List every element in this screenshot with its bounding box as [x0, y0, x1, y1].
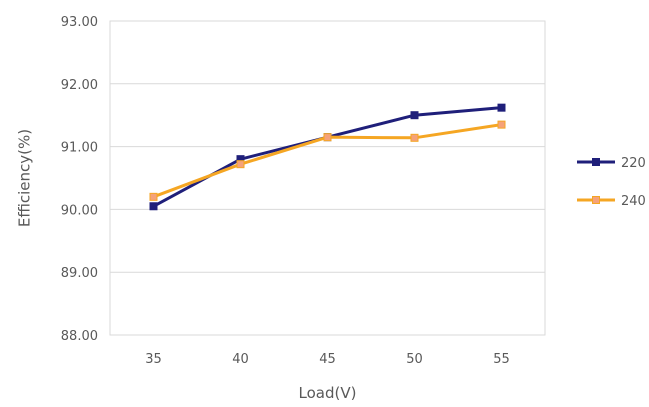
- data-point-marker: [149, 192, 158, 201]
- data-point-marker: [497, 120, 506, 129]
- data-point-marker: [410, 111, 419, 120]
- y-tick-label: 92.00: [61, 78, 98, 93]
- series-240: [149, 120, 506, 201]
- legend-marker-swatch: [592, 196, 600, 204]
- y-tick-label: 93.00: [61, 15, 98, 30]
- x-axis-ticks: 35 40 45 50 55: [145, 352, 510, 367]
- legend: 220 240: [577, 156, 646, 209]
- y-tick-label: 90.00: [61, 203, 98, 218]
- legend-marker-swatch: [592, 158, 600, 166]
- x-axis-label: Load(V): [299, 384, 357, 402]
- data-point-marker: [236, 160, 245, 169]
- legend-label: 220: [621, 156, 646, 171]
- y-tick-label: 91.00: [61, 141, 98, 156]
- data-point-marker: [410, 133, 419, 142]
- legend-item: 240: [577, 194, 646, 209]
- y-tick-label: 88.00: [61, 329, 98, 344]
- data-point-marker: [497, 103, 506, 112]
- x-tick-label: 55: [493, 352, 510, 367]
- data-point-marker: [323, 133, 332, 142]
- plot-area: [109, 20, 546, 336]
- legend-item: 220: [577, 156, 646, 171]
- x-tick-label: 50: [406, 352, 423, 367]
- y-axis-label: Efficiency(%): [16, 129, 34, 227]
- y-tick-label: 89.00: [61, 266, 98, 281]
- data-point-marker: [149, 202, 158, 211]
- gridlines: [110, 20, 545, 336]
- series-layer: [149, 103, 506, 211]
- x-tick-label: 35: [145, 352, 162, 367]
- y-axis-ticks: 88.00 89.00 90.00 91.00 92.00 93.00: [61, 15, 98, 344]
- x-tick-label: 45: [319, 352, 336, 367]
- legend-label: 240: [621, 194, 646, 209]
- x-tick-label: 40: [232, 352, 249, 367]
